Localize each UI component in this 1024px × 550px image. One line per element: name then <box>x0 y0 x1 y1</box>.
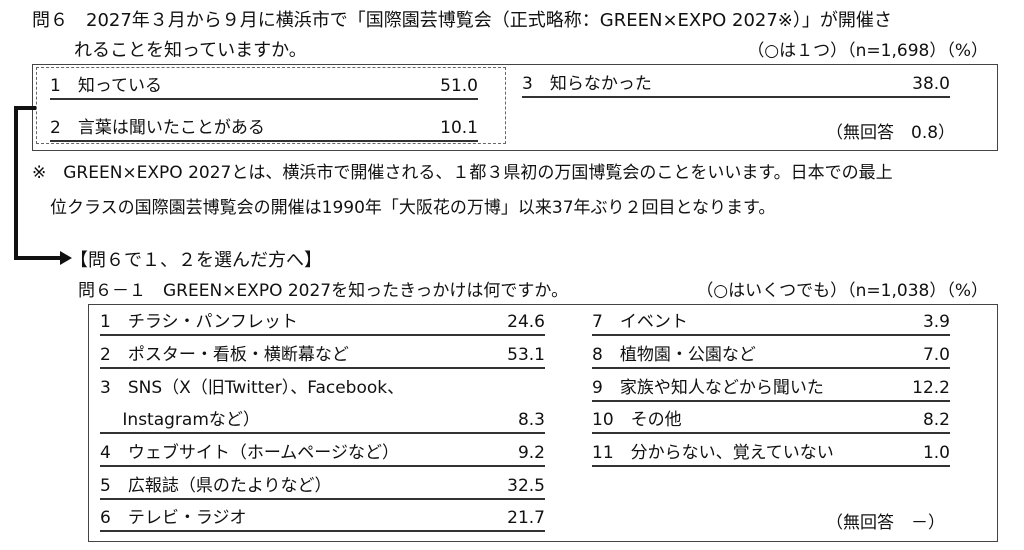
q6-option-3: 3 知らなかった 38.0 <box>522 72 950 98</box>
option-value: 1.0 <box>922 443 950 463</box>
q6-1-meta: （○はいくつでも）（n=1,038）（%） <box>696 281 988 301</box>
q6-1-option-9: 9 家族や知人などから聞いた 12.2 <box>592 376 950 402</box>
option-label: 6 テレビ・ラジオ <box>100 508 247 528</box>
branch-arrow-top <box>14 106 36 110</box>
q6-1-option-4: 4 ウェブサイト（ホームページなど） 9.2 <box>100 441 545 467</box>
q6-1-option-2: 2 ポスター・看板・横断幕など 53.1 <box>100 343 545 369</box>
branch-arrow-horizontal <box>14 256 62 260</box>
option-value: 51.0 <box>440 76 478 96</box>
q6-dashed-group <box>36 67 506 144</box>
q6-1-option-11: 11 分からない、覚えていない 1.0 <box>592 441 950 467</box>
q6-no-answer: （無回答 0.8） <box>826 123 956 143</box>
option-label: 3 SNS（X（旧Twitter）、Facebook、 <box>100 378 405 398</box>
option-value: 8.2 <box>922 410 950 430</box>
option-value: 21.7 <box>507 508 545 528</box>
option-label: 4 ウェブサイト（ホームページなど） <box>100 443 399 463</box>
option-label: 8 植物園・公園など <box>592 345 756 365</box>
q6-option-2: 2 言葉は聞いたことがある 10.1 <box>50 116 478 142</box>
option-label: 5 広報誌（県のたよりなど） <box>100 476 332 496</box>
option-value: 12.2 <box>912 378 950 398</box>
option-value: 32.5 <box>507 476 545 496</box>
option-value: 24.6 <box>507 312 545 332</box>
option-label: 1 チラシ・パンフレット <box>100 312 298 332</box>
q6-1-option-3-line1: 3 SNS（X（旧Twitter）、Facebook、 <box>100 376 545 400</box>
q6-option-1: 1 知っている 51.0 <box>50 74 478 100</box>
q6-1-answer-box <box>88 304 998 542</box>
option-label: 7 イベント <box>592 312 688 332</box>
option-label: 10 その他 <box>592 410 682 430</box>
option-label: 2 ポスター・看板・横断幕など <box>100 345 349 365</box>
q6-1-no-answer: （無回答 －） <box>826 513 945 533</box>
q6-1-option-8: 8 植物園・公園など 7.0 <box>592 343 950 369</box>
q6-text-line1: 問６ 2027年３月から９月に横浜市で「国際園芸博覧会（正式略称：GREEN×E… <box>32 10 892 31</box>
option-value: 3.9 <box>922 312 950 332</box>
q6-1-question: 問６－１ GREEN×EXPO 2027を知ったきっかけは何ですか。 <box>78 281 569 301</box>
branch-arrow-vertical <box>14 106 18 260</box>
option-value: 8.3 <box>517 410 545 430</box>
option-label: 1 知っている <box>50 76 162 96</box>
q6-meta: （○は１つ）（n=1,698）（%） <box>747 41 988 61</box>
option-label: Instagramなど） <box>100 410 260 430</box>
option-label: 2 言葉は聞いたことがある <box>50 118 265 138</box>
note-line2: 位クラスの国際園芸博覧会の開催は1990年「大阪花の万博」以来37年ぶり２回目と… <box>50 198 776 218</box>
branch-label: 【問６で１、２を選んだ方へ】 <box>70 250 322 271</box>
q6-1-option-10: 10 その他 8.2 <box>592 408 950 434</box>
option-label: 11 分からない、覚えていない <box>592 443 834 463</box>
option-label: 3 知らなかった <box>522 74 652 94</box>
note-line1: ※ GREEN×EXPO 2027とは、横浜市で開催される、１都３県初の万国博覧… <box>32 163 893 183</box>
option-value: 53.1 <box>507 345 545 365</box>
q6-1-option-1: 1 チラシ・パンフレット 24.6 <box>100 310 545 336</box>
option-value: 7.0 <box>922 345 950 365</box>
option-value: 10.1 <box>440 118 478 138</box>
q6-1-option-6: 6 テレビ・ラジオ 21.7 <box>100 506 545 532</box>
q6-1-option-5: 5 広報誌（県のたよりなど） 32.5 <box>100 474 545 500</box>
q6-text-line2: れることを知っていますか。 <box>74 40 307 61</box>
option-label: 9 家族や知人などから聞いた <box>592 378 824 398</box>
option-value: 38.0 <box>912 74 950 94</box>
q6-1-option-7: 7 イベント 3.9 <box>592 310 950 336</box>
option-value: 9.2 <box>517 443 545 463</box>
q6-1-option-3-line2: Instagramなど） 8.3 <box>100 408 545 434</box>
arrow-head-icon <box>60 251 72 265</box>
